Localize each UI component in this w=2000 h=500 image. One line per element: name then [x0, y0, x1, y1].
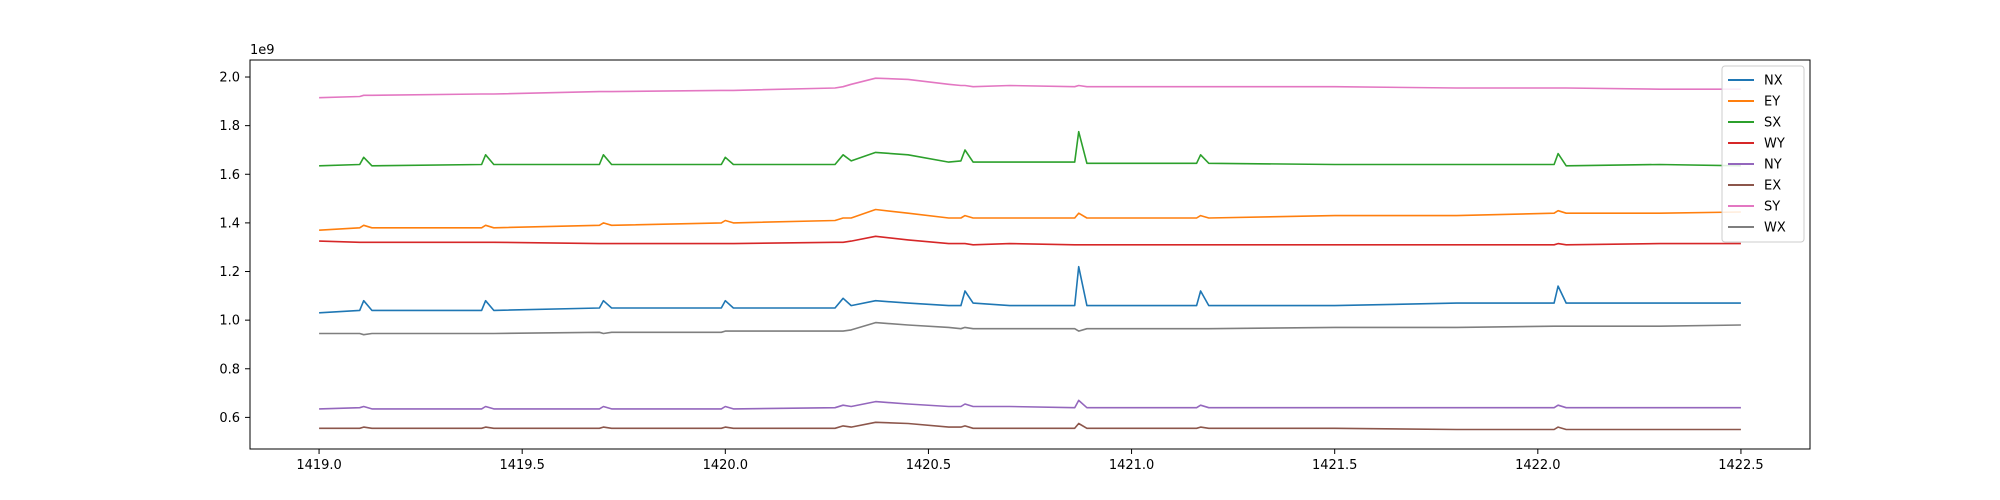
x-tick-label: 1419.5 [499, 458, 545, 473]
legend-label-wy: WY [1764, 137, 1785, 152]
x-tick-label: 1421.0 [1109, 458, 1155, 473]
legend-label-wx: WX [1764, 221, 1786, 236]
x-tick-label: 1420.0 [703, 458, 749, 473]
y-tick-label: 2.0 [219, 71, 240, 86]
series-line-wy [319, 235, 1741, 246]
series-line-sy [319, 77, 1741, 99]
x-tick-label: 1422.0 [1515, 458, 1561, 473]
y-tick-label: 1.6 [219, 168, 240, 183]
x-tick-label: 1421.5 [1312, 458, 1358, 473]
legend-label-ny: NY [1764, 158, 1782, 173]
legend-label-sx: SX [1764, 116, 1781, 131]
axes-frame [249, 59, 1811, 450]
y-tick-label: 1.8 [219, 119, 240, 134]
series-layer [319, 77, 1741, 431]
legend-label-ex: EX [1764, 179, 1781, 194]
legend-label-ey: EY [1764, 95, 1780, 110]
legend-label-nx: NX [1764, 74, 1783, 89]
y-tick-label: 1.2 [219, 265, 240, 280]
y-tick-label: 0.8 [219, 362, 240, 377]
y-axis-offset-label: 1e9 [250, 43, 275, 58]
x-tick-label: 1419.0 [296, 458, 342, 473]
y-tick-label: 1.0 [219, 314, 240, 329]
series-line-ex [319, 421, 1741, 431]
x-tick-label: 1420.5 [906, 458, 952, 473]
legend: NX EY SX WY NY EX SY WX [1721, 65, 1805, 243]
series-line-nx [319, 265, 1741, 314]
x-tick-label: 1422.5 [1718, 458, 1764, 473]
series-line-sx [319, 130, 1741, 167]
legend-label-sy: SY [1764, 200, 1780, 215]
series-line-wx [319, 321, 1741, 336]
y-tick-label: 0.6 [219, 411, 240, 426]
series-line-ey [319, 208, 1741, 231]
series-line-ny [319, 399, 1741, 410]
x-axis: 1419.0 1419.5 1420.0 1420.5 1421.0 1421.5 1422… [296, 449, 1764, 473]
y-axis: 0.6 0.8 1.0 1.2 1.4 1.6 1.8 2.0 [219, 71, 250, 426]
y-tick-label: 1.4 [219, 216, 240, 231]
legend-box [1721, 65, 1805, 243]
